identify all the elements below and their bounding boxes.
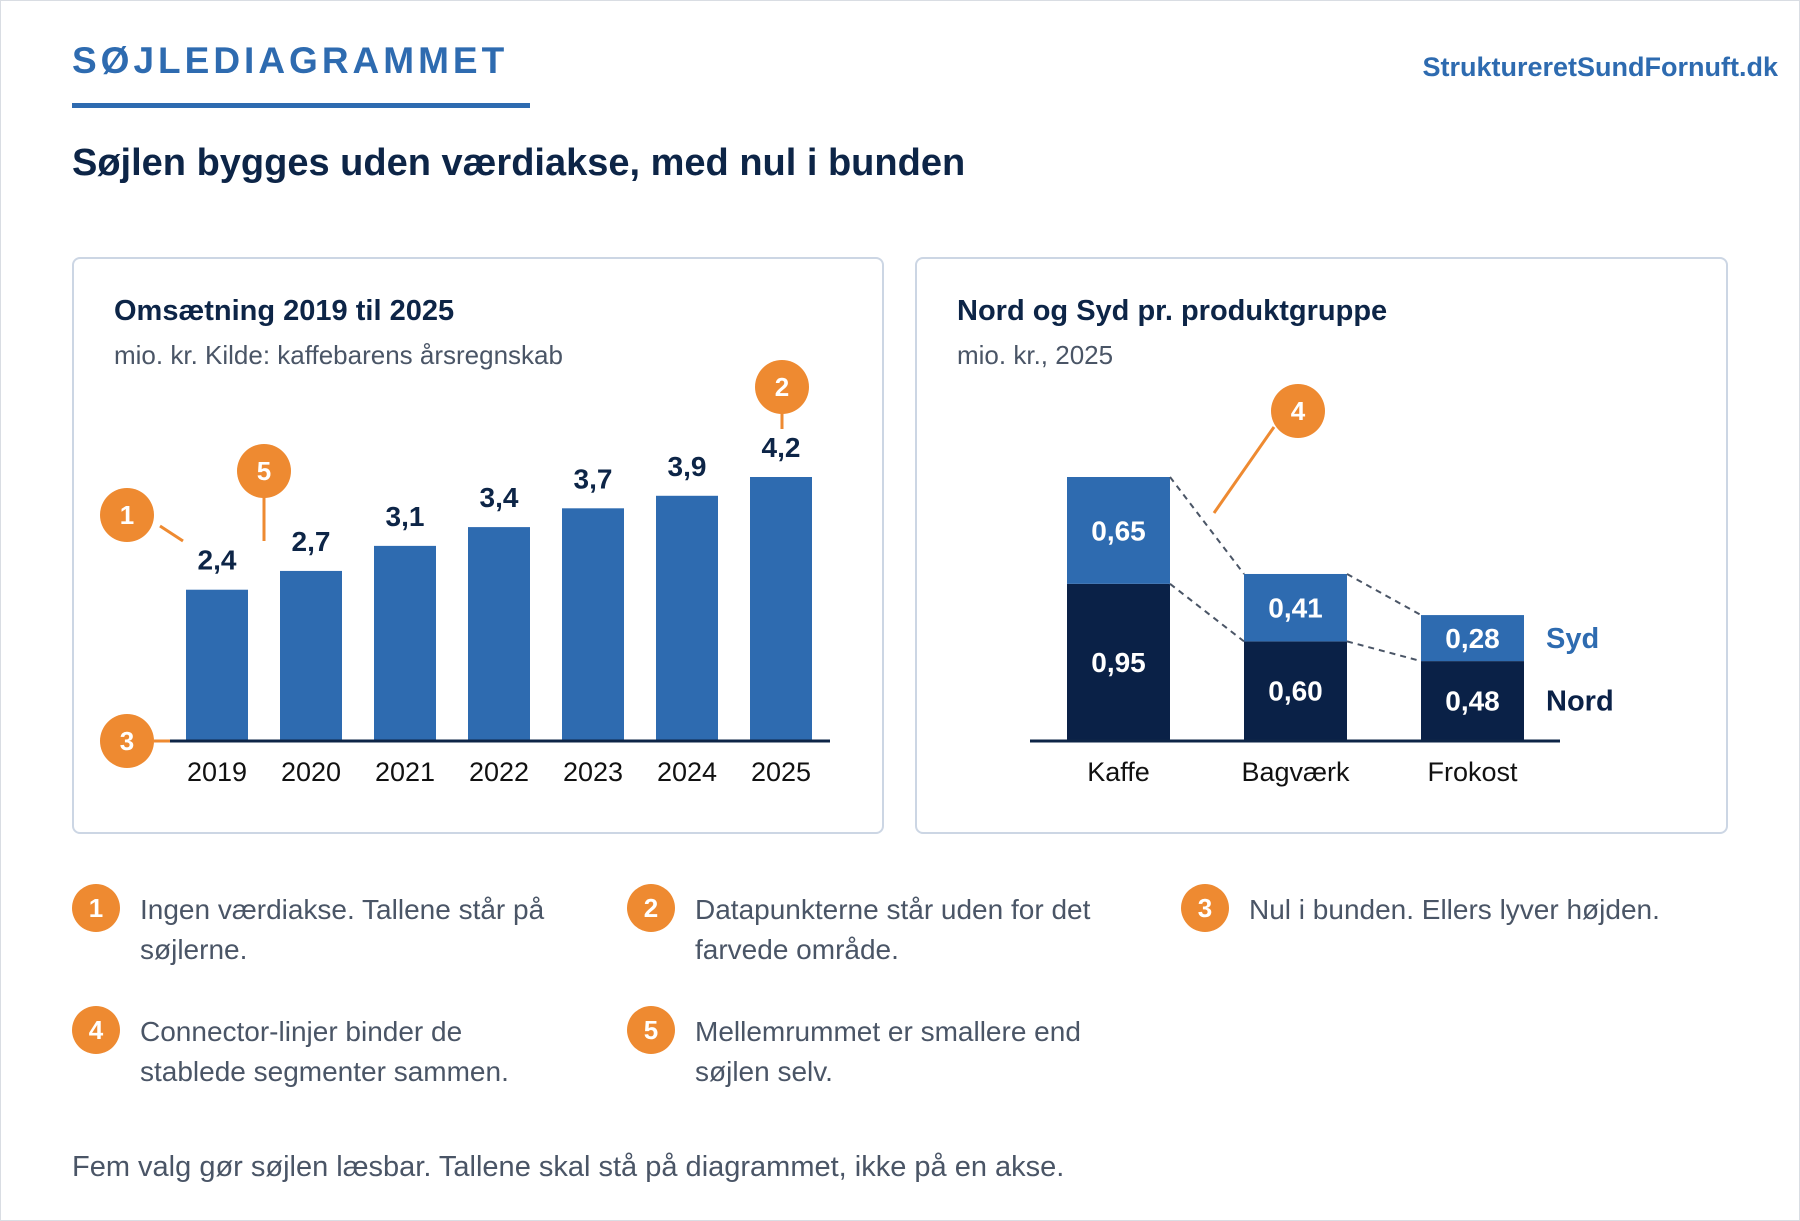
connector-line <box>1169 583 1245 643</box>
connector-line <box>1346 640 1422 663</box>
data-label: 2,4 <box>198 545 237 576</box>
footer-text: Fem valg gør søjlen læsbar. Tallene skal… <box>72 1151 1065 1183</box>
bar-segment-syd <box>1244 573 1347 642</box>
note-text: Ingen værdiakse. Tallene står på søjlern… <box>140 894 545 965</box>
bar-2019 <box>186 589 248 740</box>
bar-2022 <box>468 527 530 740</box>
bar-segment-nord <box>1244 641 1347 740</box>
note-text: Mellemrummet er smallere end søjlen selv… <box>695 1016 1081 1087</box>
callout-number: 4 <box>1291 396 1306 426</box>
bar-segment-syd <box>1421 615 1524 662</box>
bar-segment-nord <box>1421 661 1524 740</box>
callout-badge-1 <box>100 488 154 542</box>
data-label: 0,65 <box>1091 515 1146 546</box>
bar-2023 <box>562 508 624 740</box>
x-tick-label: Frokost <box>1427 757 1518 787</box>
stacked-chart-card: Nord og Syd pr. produktgruppe mio. kr., … <box>915 257 1728 834</box>
chart-title: Nord og Syd pr. produktgruppe <box>957 295 1388 327</box>
bar-2024 <box>656 495 718 740</box>
callout-badge-5 <box>237 444 291 498</box>
number-badge: 2 <box>627 884 675 932</box>
x-tick-label: 2024 <box>657 757 717 787</box>
data-label: 0,28 <box>1445 623 1500 654</box>
connector-line <box>1346 573 1422 616</box>
number-badge: 5 <box>627 1006 675 1054</box>
bar-chart: 2,4 2019 2,7 2020 3,1 2021 3,4 2022 3,7 2023 3,9 20… <box>100 360 830 787</box>
x-tick-label: 2025 <box>751 757 811 787</box>
note-text: Connector-linjer binder de stablede segm… <box>140 1016 509 1087</box>
number-badge: 3 <box>1181 884 1229 932</box>
number-badge: 1 <box>72 884 120 932</box>
data-label: 0,95 <box>1091 647 1146 678</box>
data-label: 3,9 <box>668 451 707 482</box>
number-badge: 4 <box>72 1006 120 1054</box>
x-tick-label: Kaffe <box>1087 757 1150 787</box>
callout-number: 5 <box>257 456 271 486</box>
bar-2021 <box>374 545 436 740</box>
data-label: 0,60 <box>1268 676 1323 707</box>
legend-label-syd: Syd <box>1546 623 1599 655</box>
data-label: 3,1 <box>386 501 425 532</box>
callout-line <box>1212 426 1276 514</box>
chart-title: Omsætning 2019 til 2025 <box>114 295 455 327</box>
connector-line <box>1169 476 1245 575</box>
bar-2025 <box>750 477 812 740</box>
chart-subtitle: mio. kr., 2025 <box>957 340 1114 370</box>
bar-segment-nord <box>1067 583 1170 740</box>
data-label: 0,41 <box>1268 593 1323 624</box>
x-tick-label: 2020 <box>281 757 341 787</box>
x-tick-label: Bagværk <box>1241 757 1350 787</box>
callout-number: 3 <box>120 726 134 756</box>
bar-chart-card: Omsætning 2019 til 2025 mio. kr. Kilde: … <box>72 257 884 834</box>
data-label: 2,7 <box>292 526 331 557</box>
stacked-bar-chart: 0,95 0,65 Kaffe 0,60 0,41 Bagværk 0,48 0,28 Frok… <box>1030 384 1614 787</box>
data-label: 3,4 <box>480 482 519 513</box>
callout-line <box>159 524 184 543</box>
callout-badge-4 <box>1271 384 1325 438</box>
x-tick-label: 2022 <box>469 757 529 787</box>
bar-2020 <box>280 570 342 740</box>
chart-subtitle: mio. kr. Kilde: kaffebarens årsregnskab <box>114 340 563 370</box>
x-tick-label: 2021 <box>375 757 435 787</box>
section-kicker: SØJLEDIAGRAMMET <box>72 40 509 81</box>
callout-badge-3 <box>100 714 154 768</box>
callout-number: 2 <box>775 372 789 402</box>
data-label: 4,2 <box>762 432 801 463</box>
kicker-underline <box>72 103 530 108</box>
bar-segment-syd <box>1067 477 1170 584</box>
legend-label-nord: Nord <box>1546 686 1614 718</box>
note-text: Datapunkterne står uden for det farvede … <box>695 894 1091 965</box>
note-text: Nul i bunden. Ellers lyver højden. <box>1249 894 1660 925</box>
data-label: 0,48 <box>1445 686 1500 717</box>
page-headline: Søjlen bygges uden værdiakse, med nul i … <box>72 142 966 184</box>
callout-number: 1 <box>120 500 134 530</box>
data-label: 3,7 <box>574 463 613 494</box>
brand-link[interactable]: StruktureretSundFornuft.dk <box>1422 52 1779 82</box>
x-tick-label: 2023 <box>563 757 623 787</box>
callout-badge-2 <box>755 360 809 414</box>
x-tick-label: 2019 <box>187 757 247 787</box>
